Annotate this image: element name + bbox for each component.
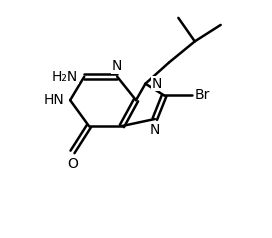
Text: HN: HN — [44, 93, 64, 107]
Text: O: O — [67, 157, 78, 171]
Text: N: N — [112, 59, 122, 73]
Text: H₂N: H₂N — [52, 70, 78, 84]
Text: N: N — [150, 123, 160, 137]
Text: Br: Br — [195, 89, 210, 103]
Text: N: N — [151, 77, 162, 91]
